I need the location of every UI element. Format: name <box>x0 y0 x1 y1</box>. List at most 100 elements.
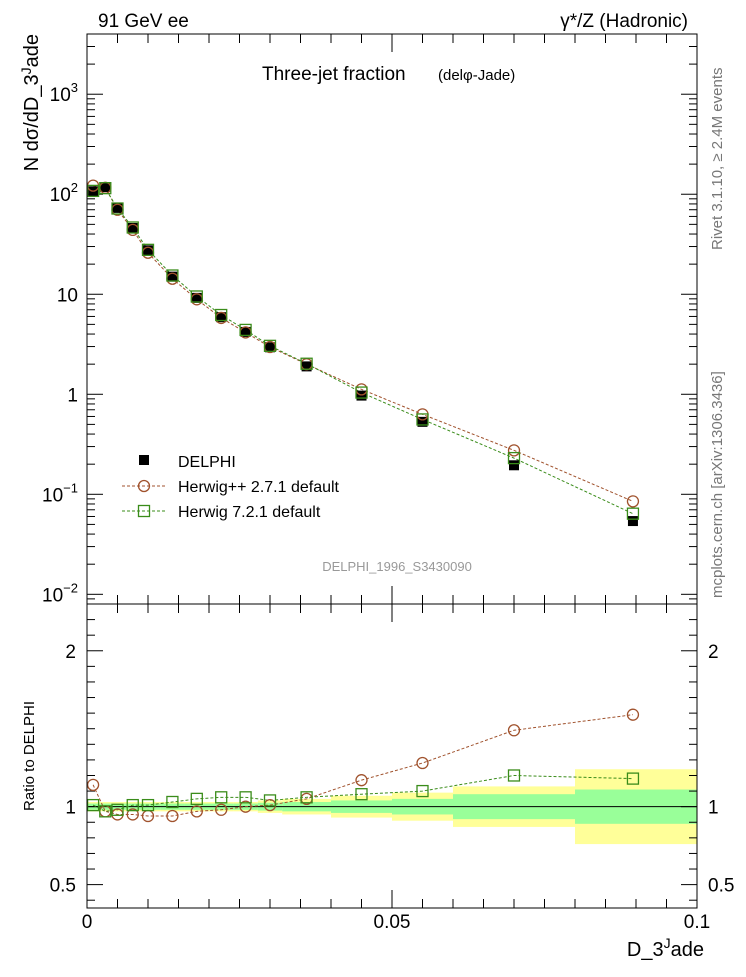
data-point-herwigpp <box>507 444 521 457</box>
data-point-delphi <box>627 516 638 527</box>
legend: DELPHI Herwig++ 2.7.1 default Herwig 7.2… <box>122 454 340 521</box>
ratio-point-herwigpp <box>215 803 228 816</box>
header-right: γ*/Z (Hadronic) <box>560 11 688 32</box>
data-point-herwig7 <box>141 243 155 256</box>
xlabel-main: D_3 <box>627 939 664 961</box>
top-y-tick-label: 1 <box>67 385 78 406</box>
data-point-delphi <box>356 390 367 401</box>
ratio-point-herwig7 <box>99 805 112 818</box>
legend-herwigpp-marker <box>137 479 151 493</box>
data-point-herwig7 <box>507 451 521 465</box>
ratio-point-herwig7 <box>141 798 155 812</box>
top-y-tick-label: 10 <box>57 285 78 306</box>
tick-exponent: −2 <box>63 580 78 595</box>
tick-base: 10 <box>42 485 63 506</box>
series-line-herwigpp <box>93 185 634 502</box>
ratio-point-herwigpp <box>190 805 203 818</box>
xlabel-end: ade <box>671 939 704 961</box>
bottom-y-tick-label-right: 1 <box>708 798 719 819</box>
data-point-delphi <box>112 202 123 213</box>
ratio-point-herwig7 <box>263 794 277 807</box>
ratio-point-herwig7 <box>126 798 139 812</box>
legend-herwigpp-label: Herwig++ 2.7.1 default <box>178 479 340 496</box>
xlabel-sup: J <box>664 935 671 951</box>
data-point-delphi <box>167 271 178 282</box>
data-point-herwig7 <box>166 269 179 282</box>
ratio-point-herwig7 <box>215 791 228 804</box>
ratio-point-herwigpp <box>355 774 368 787</box>
data-point-herwig7 <box>86 184 100 198</box>
watermark: DELPHI_1996_S3430090 <box>322 559 472 574</box>
top-ylabel-sup: J <box>18 67 34 74</box>
ratio-point-herwig7 <box>111 803 124 816</box>
x-tick-label: 0.05 <box>374 912 411 933</box>
data-point-herwig7 <box>190 290 203 303</box>
legend-herwig7-marker <box>137 504 151 518</box>
ratio-point-herwig7 <box>166 795 179 809</box>
ratio-point-herwigpp <box>626 708 640 721</box>
ratio-point-herwig7 <box>239 791 252 804</box>
top-y-tick-label: 10−1 <box>42 480 78 506</box>
data-point-delphi <box>216 312 227 323</box>
data-point-herwig7 <box>215 308 228 322</box>
data-point-herwig7 <box>239 323 252 337</box>
top-panel-series <box>86 179 640 527</box>
legend-herwig7-label: Herwig 7.2.1 default <box>178 504 321 521</box>
bottom-panel-series <box>86 708 640 823</box>
x-tick-label: 0.1 <box>684 912 710 933</box>
data-point-herwig7 <box>263 339 277 352</box>
data-point-delphi <box>100 182 111 193</box>
data-point-herwigpp <box>626 495 640 508</box>
bottom-panel-ticks: 0.5 0.5 1 1 2 2 0 0.05 0.1 <box>50 604 734 933</box>
tick-base: 10 <box>50 85 71 106</box>
mcplots-label: mcplots.cern.ch [arXiv:1306.3436] <box>709 371 726 598</box>
bottom-y-tick-label-left: 0.5 <box>50 876 76 897</box>
data-point-delphi <box>301 361 312 372</box>
ratio-point-herwigpp <box>239 800 252 813</box>
ratio-point-herwig7 <box>86 798 100 812</box>
data-point-herwig7 <box>626 507 640 520</box>
ratio-point-herwigpp <box>126 808 139 821</box>
data-point-herwig7 <box>126 221 139 234</box>
ratio-point-herwig7 <box>626 772 640 785</box>
top-ylabel-main: N dσ/dD_3 <box>21 74 43 171</box>
data-point-herwig7 <box>355 386 368 399</box>
ratio-point-herwigpp <box>86 778 100 791</box>
bottom-y-axis-label: Ratio to DELPHI <box>21 701 38 811</box>
ratio-uncertainty-bands <box>87 769 697 845</box>
tick-exponent: −1 <box>63 480 78 495</box>
tick-base: 10 <box>57 285 78 306</box>
top-y-tick-label: 102 <box>50 180 78 206</box>
data-point-delphi <box>191 292 202 303</box>
top-y-axis-label: N dσ/dD_3Jade <box>18 34 43 171</box>
tick-exponent: 3 <box>71 80 78 95</box>
chart-title: Three-jet fraction <box>262 64 406 85</box>
ratio-point-herwig7 <box>300 791 313 804</box>
ratio-point-herwig7 <box>507 769 521 782</box>
ratio-point-herwigpp <box>166 809 179 823</box>
ratio-point-herwig7 <box>190 792 203 806</box>
header-left: 91 GeV ee <box>98 11 189 32</box>
data-point-herwig7 <box>111 202 124 215</box>
rivet-label: Rivet 3.1.10, ≥ 2.4M events <box>709 68 726 251</box>
data-point-delphi <box>143 245 153 256</box>
tick-base: 1 <box>67 385 78 406</box>
data-point-delphi <box>417 416 428 427</box>
tick-exponent: 2 <box>71 180 78 195</box>
ratio-point-herwigpp <box>507 724 521 737</box>
top-ylabel-end: ade <box>21 34 43 67</box>
data-point-herwig7 <box>99 182 112 195</box>
bottom-y-tick-label-right: 0.5 <box>708 876 734 897</box>
tick-base: 10 <box>42 585 63 606</box>
chart-subtitle: (delφ-Jade) <box>438 67 515 84</box>
bottom-panel-frame <box>86 603 698 909</box>
ratio-point-herwig7 <box>416 784 429 798</box>
ratio-point-herwigpp <box>416 756 429 770</box>
top-y-tick-label: 103 <box>50 80 78 106</box>
legend-delphi-label: DELPHI <box>178 454 236 471</box>
x-axis-label: D_3Jade <box>627 935 704 961</box>
bottom-y-tick-label-left: 2 <box>65 642 76 663</box>
data-point-herwig7 <box>416 413 429 426</box>
